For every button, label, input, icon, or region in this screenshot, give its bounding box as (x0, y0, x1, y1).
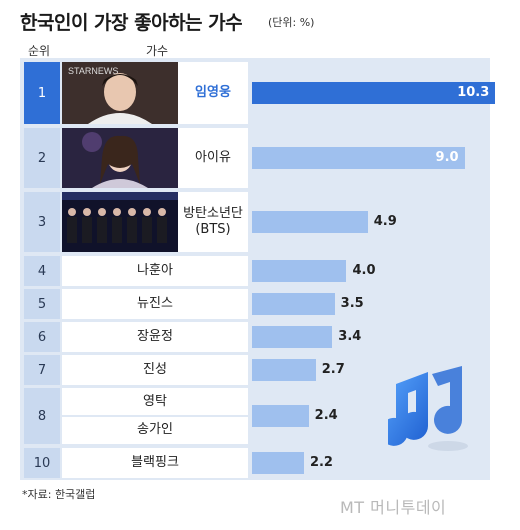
rank-cell: 4 (24, 256, 60, 286)
value-label: 3.5 (340, 296, 364, 311)
rank-cell: 7 (24, 355, 60, 385)
singer-cell (62, 322, 248, 352)
rank-cell: 2 (24, 128, 60, 188)
value-label: 3.4 (338, 329, 362, 344)
bar (252, 326, 333, 348)
rank-cell: 3 (24, 192, 60, 252)
unit-label: (단위: %) (268, 16, 315, 29)
singer-photo (62, 192, 178, 252)
cell-divider (62, 415, 248, 417)
value-label: 4.9 (373, 214, 397, 229)
rank-cell: 8 (24, 388, 60, 444)
singer-name: (BTS) (195, 222, 231, 237)
value-label: 10.3 (457, 85, 490, 100)
bar (252, 293, 335, 315)
singer-name: 영탁 (143, 394, 167, 409)
source-note: *자료: 한국갤럽 (22, 488, 96, 501)
value-label: 4.0 (352, 263, 376, 278)
singer-name: 블랙핑크 (131, 455, 179, 470)
rank-cell: 5 (24, 289, 60, 319)
singer-name: 뉴진스 (137, 296, 173, 311)
svg-text:STARNEWS: STARNEWS (68, 66, 118, 76)
singer-photo: STARNEWS (62, 62, 178, 124)
bar (252, 260, 347, 282)
singer-cell (62, 256, 248, 286)
singer-cell (62, 289, 248, 319)
singer-cell (62, 448, 248, 478)
singer-column-header: 가수 (146, 44, 169, 58)
rank-cell: 10 (24, 448, 60, 478)
singer-name: 장윤정 (137, 329, 173, 344)
rank-column-header: 순위 (28, 44, 51, 58)
singer-photo (62, 128, 178, 188)
rank-cell: 6 (24, 322, 60, 352)
singer-name: 방탄소년단 (183, 206, 243, 221)
singer-name: 아이유 (195, 150, 231, 165)
singer-cell (62, 355, 248, 385)
value-label: 2.2 (309, 455, 333, 470)
bar (252, 147, 465, 169)
chart-title: 한국인이 가장 좋아하는 가수 (20, 12, 243, 34)
publisher-logo: MT 머니투데이 (340, 498, 447, 517)
singer-name: 임영웅 (195, 85, 231, 100)
bar (252, 211, 368, 233)
bar (252, 405, 309, 427)
music-note-icon (388, 366, 468, 451)
rank-cell: 1 (24, 62, 60, 124)
value-label: 9.0 (435, 150, 459, 165)
singer-name: 나훈아 (137, 263, 173, 278)
value-label: 2.7 (321, 362, 345, 377)
bar (252, 82, 496, 104)
value-label: 2.4 (314, 408, 338, 423)
bar (252, 359, 316, 381)
singer-name: 송가인 (137, 422, 173, 437)
bar (252, 452, 304, 474)
singer-name: 진성 (143, 362, 167, 377)
